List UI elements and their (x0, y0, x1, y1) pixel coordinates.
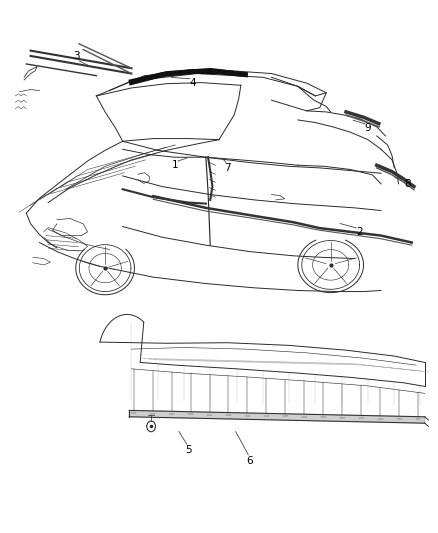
Text: 7: 7 (224, 163, 231, 173)
Text: 1: 1 (172, 160, 179, 170)
Text: 3: 3 (73, 51, 80, 61)
Text: 4: 4 (189, 78, 196, 87)
Text: 8: 8 (404, 179, 411, 189)
Text: 6: 6 (246, 456, 253, 466)
Text: 2: 2 (356, 227, 363, 237)
Text: 5: 5 (185, 446, 192, 455)
Polygon shape (129, 410, 425, 423)
Text: 9: 9 (364, 123, 371, 133)
